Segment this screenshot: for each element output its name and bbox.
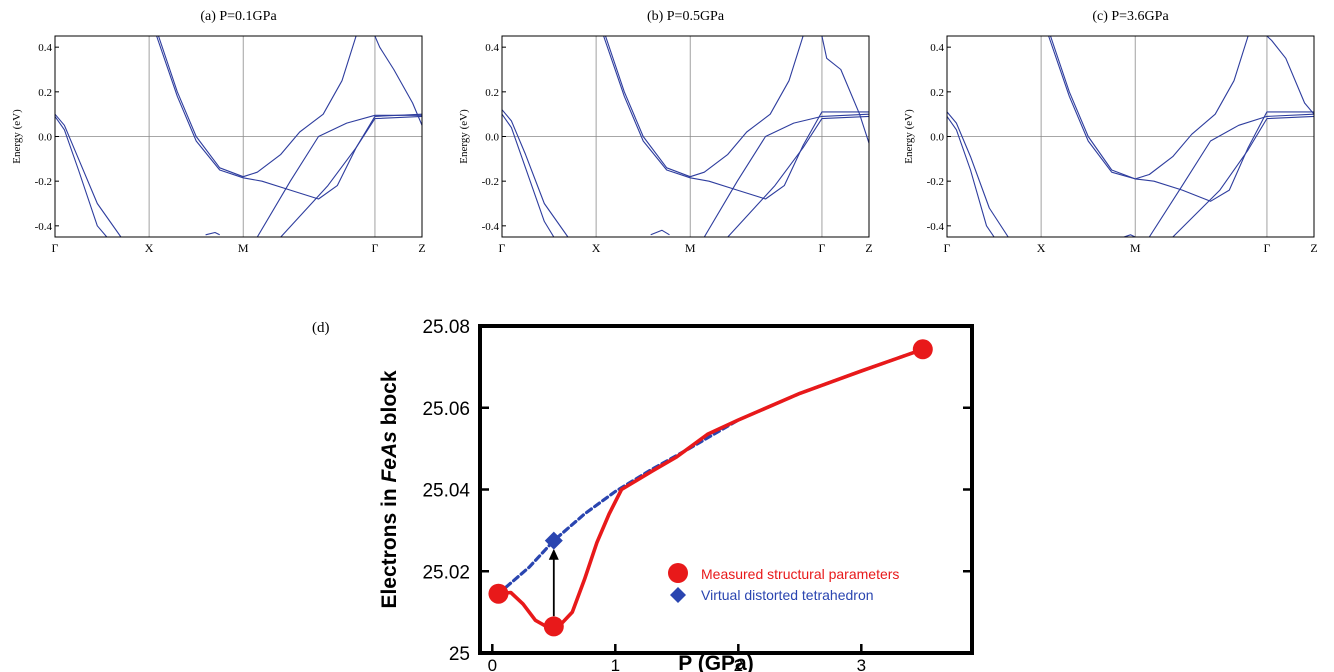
panel-d-chart: (d) 25 25.02 25.04 25.06 25.08 0 1 2 3 P (GPa) Elec…	[312, 317, 974, 672]
y-tick-label: 0.2	[38, 87, 52, 99]
legend-marker-measured	[668, 563, 688, 583]
band-line	[256, 114, 422, 237]
band-line	[502, 109, 569, 237]
y-axis-label: Electrons in FeAs block	[378, 370, 401, 608]
y-tick-label: 25	[449, 644, 470, 665]
x-axis-label: P (GPa)	[678, 652, 753, 672]
data-point-measured	[912, 339, 933, 360]
kpoint-label: Z	[865, 241, 872, 255]
annotation-arrow-head	[548, 548, 559, 560]
y-axis-label-italic: FeAs	[378, 431, 401, 482]
band-line	[650, 229, 670, 236]
band-line	[374, 36, 422, 126]
band-line	[1148, 113, 1314, 237]
y-tick-label: 25.06	[422, 399, 470, 420]
x-tick-label: 1	[611, 656, 620, 672]
band-line	[947, 116, 995, 237]
y-tick-label: 0.2	[930, 87, 944, 99]
series-line	[496, 347, 925, 629]
band-line	[821, 36, 869, 144]
bands-group	[947, 36, 1314, 237]
legend: Measured structural parameters Virtual di…	[668, 563, 899, 603]
y-tick-label: -0.4	[35, 221, 53, 233]
band-line	[157, 36, 357, 178]
bands-group	[55, 36, 422, 237]
y-tick-label: 25.04	[422, 481, 470, 502]
band-line	[55, 113, 122, 237]
kpoint-label: Γ	[1263, 241, 1270, 255]
y-tick-label: 0.0	[485, 132, 499, 144]
kpoint-label: M	[1130, 241, 1141, 255]
kpoint-label: Z	[418, 241, 425, 255]
data-point-virtual	[544, 531, 563, 550]
band-line	[1049, 36, 1249, 180]
band-line	[1048, 36, 1314, 202]
x-tick-label: 3	[857, 656, 866, 672]
legend-label-measured: Measured structural parameters	[701, 566, 899, 582]
band-panel-a: (a) P=0.1GPa 0.4 0.2 0.0 -0.2 -0.4 Γ X M Γ Z Energy…	[11, 9, 426, 255]
band-line	[727, 115, 869, 237]
y-tick-label: 0.0	[38, 132, 52, 144]
y-tick-label: 25.08	[422, 317, 470, 338]
kpoint-label: Γ	[818, 241, 825, 255]
data-point-measured	[488, 583, 509, 604]
y-tick-label: 25.02	[422, 562, 470, 583]
band-panel-c: (c) P=3.6GPa 0.4 0.2 0.0 -0.2 -0.4 Γ X M Γ Z Energy…	[903, 9, 1318, 255]
bands-group	[502, 36, 869, 237]
band-line	[1172, 115, 1314, 237]
series-line	[496, 347, 925, 596]
y-axis-label: Energy (eV)	[11, 109, 23, 164]
y-axis-label-part: block	[378, 370, 401, 431]
band-line	[280, 115, 422, 237]
legend-label-virtual: Virtual distorted tetrahedron	[701, 587, 874, 603]
band-line	[603, 36, 869, 200]
x-tick-label: 2	[734, 656, 743, 672]
panel-title: (a) P=0.1GPa	[200, 9, 277, 24]
band-line	[703, 113, 869, 237]
band-line	[1123, 234, 1136, 237]
y-tick-label: -0.2	[927, 176, 944, 188]
y-tick-label: -0.2	[482, 176, 499, 188]
band-line	[55, 116, 108, 237]
y-tick-label: 0.0	[930, 132, 944, 144]
band-line	[604, 36, 804, 178]
band-panel-b: (b) P=0.5GPa 0.4 0.2 0.0 -0.2 -0.4 Γ X M Γ Z Energy…	[458, 9, 873, 255]
panel-title: (c) P=3.6GPa	[1092, 9, 1169, 24]
kpoint-label: Z	[1310, 241, 1317, 255]
legend-marker-virtual	[670, 587, 686, 603]
band-line	[1266, 36, 1314, 115]
band-line	[156, 36, 422, 200]
y-tick-label: 0.4	[38, 42, 52, 54]
band-line	[502, 113, 555, 237]
y-axis-label: Energy (eV)	[458, 109, 470, 164]
band-line	[947, 111, 1009, 237]
y-tick-label: -0.4	[482, 221, 500, 233]
kpoint-label: M	[685, 241, 696, 255]
kpoint-label: X	[1037, 241, 1046, 255]
y-tick-label: -0.2	[35, 176, 52, 188]
panel-d-label: (d)	[312, 320, 330, 336]
panel-title: (b) P=0.5GPa	[647, 9, 725, 24]
y-tick-label: 0.4	[930, 42, 944, 54]
kpoint-label: X	[592, 241, 601, 255]
kpoint-label: X	[145, 241, 154, 255]
y-axis-label-part: Electrons in	[378, 483, 401, 609]
kpoint-label: Γ	[52, 241, 59, 255]
kpoint-label: Γ	[944, 241, 951, 255]
y-axis-label: Energy (eV)	[903, 109, 915, 164]
x-tick-label: 0	[488, 656, 497, 672]
kpoint-label: M	[238, 241, 249, 255]
y-tick-label: 0.4	[485, 42, 499, 54]
band-line	[205, 231, 220, 236]
data-point-measured	[543, 616, 564, 637]
kpoint-label: Γ	[499, 241, 506, 255]
kpoint-label: Γ	[371, 241, 378, 255]
y-tick-label: -0.4	[927, 221, 945, 233]
y-tick-label: 0.2	[485, 87, 499, 99]
band-structure-panels: (a) P=0.1GPa 0.4 0.2 0.0 -0.2 -0.4 Γ X M Γ Z Energy…	[11, 9, 1318, 255]
